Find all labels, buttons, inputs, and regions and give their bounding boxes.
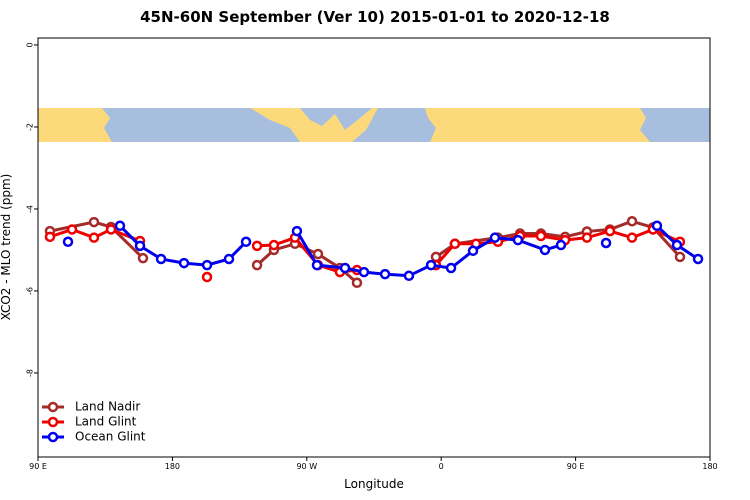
data-point (251, 240, 263, 252)
data-point (674, 251, 686, 263)
data-point (351, 277, 363, 289)
data-point (66, 224, 78, 235)
data-point (137, 252, 149, 264)
data-point (555, 239, 567, 251)
y-axis-label: XCO2 - MLO trend (ppm) (0, 174, 13, 321)
legend-marker (47, 401, 59, 413)
y-tick-label: -4 (26, 205, 35, 213)
data-point (600, 237, 612, 249)
map-land (425, 108, 650, 142)
data-point (626, 232, 638, 243)
x-tick-label: 90 E (29, 462, 47, 471)
data-point (240, 236, 252, 248)
data-point (178, 257, 190, 269)
data-point (114, 220, 126, 232)
x-tick-label: 90 W (296, 462, 317, 471)
data-point (268, 239, 280, 251)
data-point (445, 262, 457, 274)
chart-title: 45N-60N September (Ver 10) 2015-01-01 to… (140, 8, 610, 26)
data-point (604, 225, 616, 237)
y-tick-label: -8 (26, 369, 35, 377)
data-point (358, 266, 370, 278)
plot-frame (37, 37, 711, 458)
legend-label: Ocean Glint (75, 430, 146, 444)
data-point (291, 225, 303, 237)
data-point (105, 224, 117, 235)
data-point (251, 259, 263, 271)
data-point (692, 253, 704, 265)
map-land (38, 108, 112, 142)
data-point (62, 236, 74, 248)
legend-label: Land Glint (75, 415, 137, 429)
map-band (38, 108, 710, 142)
data-point (512, 234, 524, 246)
data-point (403, 270, 415, 282)
data-point (425, 259, 437, 271)
x-tick-label: 0 (439, 462, 444, 471)
data-point (651, 220, 663, 232)
x-tick-label: 180 (165, 462, 180, 471)
y-tick-label: -2 (26, 123, 35, 131)
data-point (88, 216, 100, 228)
data-point (379, 268, 391, 280)
data-point (339, 262, 351, 274)
data-point (535, 230, 547, 242)
data-point (223, 253, 235, 265)
data-point (88, 232, 100, 243)
data-point (489, 232, 501, 243)
data-point (671, 239, 683, 251)
data-point (201, 259, 213, 271)
data-point (311, 259, 323, 271)
data-point (201, 271, 213, 283)
data-point (581, 232, 593, 243)
x-tick-label: 90 E (567, 462, 585, 471)
x-tick-label: 180 (702, 462, 717, 471)
data-point (626, 216, 638, 227)
y-tick-label: -6 (26, 287, 35, 295)
y-tick-label: 0 (26, 42, 35, 47)
legend-marker (47, 431, 59, 443)
x-axis-label: Longitude (344, 477, 404, 491)
data-point (449, 238, 461, 250)
data-point (134, 240, 146, 252)
data-point (312, 248, 324, 260)
data-point (539, 244, 551, 256)
legend-marker (47, 416, 59, 428)
map-land (250, 108, 378, 142)
data-point (155, 253, 167, 265)
legend-label: Land Nadir (75, 400, 140, 414)
data-point (467, 245, 479, 257)
data-point (44, 231, 56, 243)
